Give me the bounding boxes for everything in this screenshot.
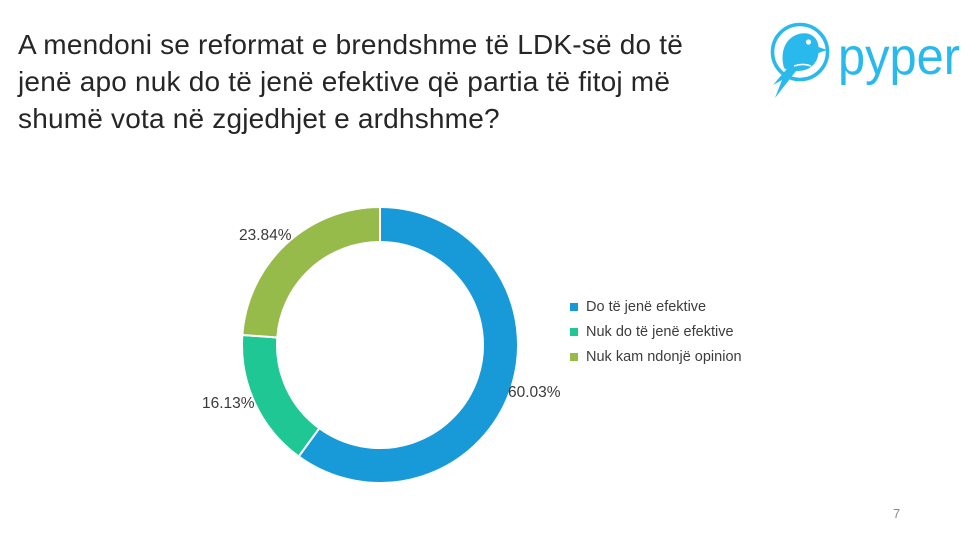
data-label-nuk-kam-opinion: 23.84% (239, 227, 292, 244)
page-number: 7 (893, 506, 901, 521)
legend-item-nuk-do-te-jene: Nuk do të jenë efektive (570, 324, 742, 340)
legend-item-do-te-jene: Do të jenë efektive (570, 299, 742, 315)
pyper-bird-icon (770, 22, 830, 98)
question-title-line-1: A mendoni se reformat e brendshme të LDK… (18, 29, 684, 60)
donut-segment-0 (297, 205, 519, 484)
legend-label: Do të jenë efektive (586, 299, 707, 315)
legend-swatch-teal-icon (570, 328, 578, 336)
legend-label: Nuk do të jenë efektive (586, 324, 734, 340)
legend-item-nuk-kam-opinion: Nuk kam ndonjë opinion (570, 349, 742, 365)
question-title: A mendoni se reformat e brendshme të LDK… (18, 26, 778, 137)
pyper-wordmark: pyper (838, 28, 960, 86)
donut-segment-2 (241, 205, 381, 339)
pyper-logo: pyper (770, 14, 975, 106)
question-title-line-3: shumë vota në zgjedhjet e ardhshme? (18, 103, 500, 134)
legend-swatch-olive-icon (570, 353, 578, 361)
pyper-logo-svg: pyper (770, 22, 960, 98)
question-title-line-2: jenë apo nuk do të jenë efektive që part… (18, 66, 671, 97)
legend-swatch-blue-icon (570, 303, 578, 311)
data-label-do-te-jene: 60.03% (508, 384, 561, 401)
chart-legend: Do të jenë efektive Nuk do të jenë efekt… (570, 299, 742, 374)
data-label-nuk-do-te-jene: 16.13% (202, 395, 255, 412)
donut-chart (241, 205, 519, 484)
legend-label: Nuk kam ndonjë opinion (586, 349, 742, 365)
